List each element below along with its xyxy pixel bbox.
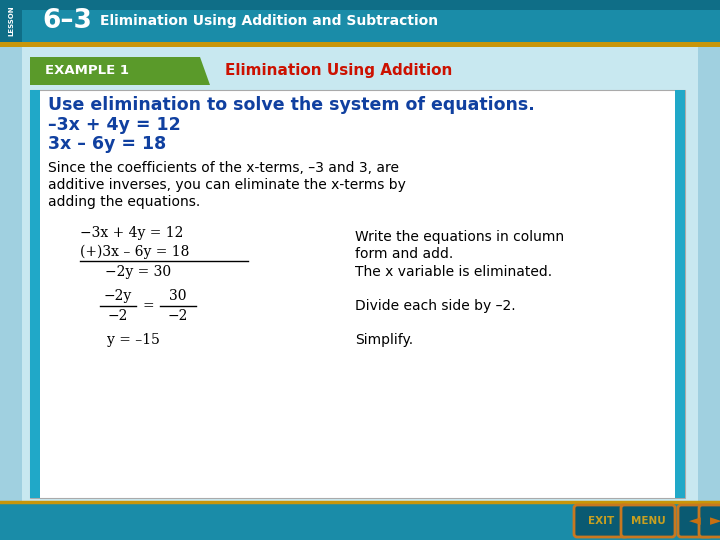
FancyBboxPatch shape — [0, 0, 22, 42]
Text: Divide each side by –2.: Divide each side by –2. — [355, 299, 516, 313]
Text: EXIT: EXIT — [588, 516, 614, 526]
FancyBboxPatch shape — [0, 0, 720, 10]
Text: ◄: ◄ — [689, 514, 701, 529]
Text: −2y: −2y — [104, 289, 132, 303]
Text: 3x – 6y = 18: 3x – 6y = 18 — [48, 135, 166, 153]
Text: −2: −2 — [108, 309, 128, 323]
Text: ►: ► — [710, 514, 720, 529]
FancyBboxPatch shape — [699, 505, 720, 537]
Polygon shape — [178, 57, 210, 85]
FancyBboxPatch shape — [0, 42, 720, 47]
FancyBboxPatch shape — [574, 505, 628, 537]
FancyBboxPatch shape — [30, 90, 685, 498]
FancyBboxPatch shape — [30, 90, 40, 498]
Text: (+)3x – 6y = 18: (+)3x – 6y = 18 — [80, 245, 189, 259]
Text: −2: −2 — [168, 309, 188, 323]
Text: −3x + 4y = 12: −3x + 4y = 12 — [80, 226, 184, 240]
FancyBboxPatch shape — [22, 47, 698, 502]
FancyBboxPatch shape — [30, 57, 188, 85]
FancyBboxPatch shape — [0, 0, 22, 540]
Text: =: = — [142, 299, 154, 313]
Text: Elimination Using Addition and Subtraction: Elimination Using Addition and Subtracti… — [100, 14, 438, 28]
Text: Write the equations in column: Write the equations in column — [355, 230, 564, 244]
FancyBboxPatch shape — [621, 505, 675, 537]
Text: MENU: MENU — [631, 516, 665, 526]
Text: form and add.: form and add. — [355, 247, 454, 261]
FancyBboxPatch shape — [0, 0, 720, 42]
Text: adding the equations.: adding the equations. — [48, 195, 200, 209]
FancyBboxPatch shape — [698, 0, 720, 540]
Text: Use elimination to solve the system of equations.: Use elimination to solve the system of e… — [48, 96, 535, 114]
Text: The x variable is eliminated.: The x variable is eliminated. — [355, 265, 552, 279]
Text: Simplify.: Simplify. — [355, 333, 413, 347]
Text: y = –15: y = –15 — [107, 333, 159, 347]
Text: 6–3: 6–3 — [42, 8, 92, 34]
FancyBboxPatch shape — [678, 505, 712, 537]
Text: LESSON: LESSON — [8, 6, 14, 36]
Text: additive inverses, you can eliminate the x-terms by: additive inverses, you can eliminate the… — [48, 178, 406, 192]
Text: EXAMPLE 1: EXAMPLE 1 — [45, 64, 129, 78]
FancyBboxPatch shape — [675, 90, 685, 498]
Text: −2y = 30: −2y = 30 — [105, 265, 171, 279]
Text: 30: 30 — [169, 289, 186, 303]
Text: Elimination Using Addition: Elimination Using Addition — [225, 64, 452, 78]
Text: –3x + 4y = 12: –3x + 4y = 12 — [48, 116, 181, 134]
FancyBboxPatch shape — [0, 502, 720, 540]
Text: Since the coefficients of the x-terms, –3 and 3, are: Since the coefficients of the x-terms, –… — [48, 161, 399, 175]
